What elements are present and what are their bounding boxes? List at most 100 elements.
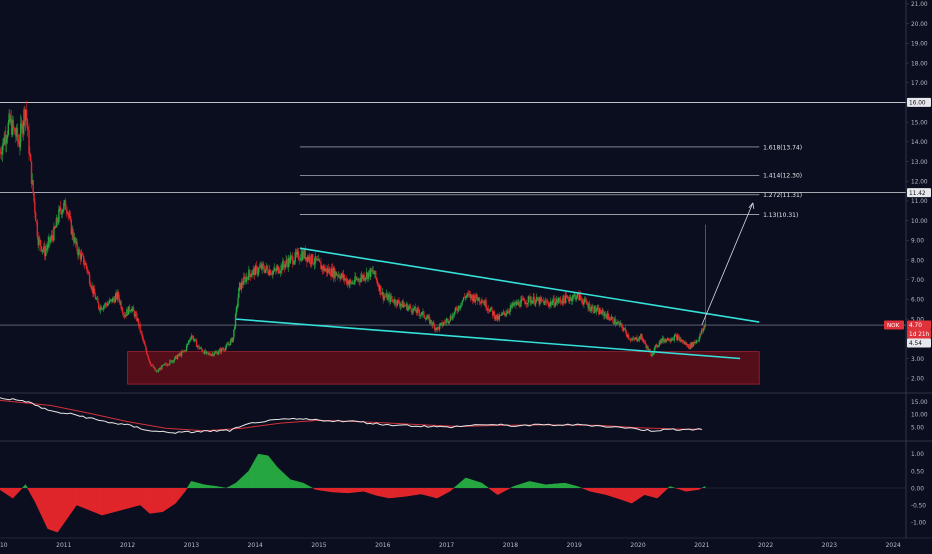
candle-body[interactable] (252, 270, 254, 275)
candle-body[interactable] (65, 209, 68, 211)
candle-body[interactable] (354, 276, 356, 283)
candle-body[interactable] (657, 345, 660, 347)
candle-body[interactable] (611, 317, 613, 318)
candle-body[interactable] (492, 311, 495, 316)
candle-body[interactable] (658, 341, 661, 346)
candle-body[interactable] (208, 353, 210, 355)
candle-body[interactable] (217, 352, 219, 355)
candle-body[interactable] (583, 301, 585, 305)
candle-body[interactable] (142, 339, 145, 342)
candle-body[interactable] (450, 315, 452, 319)
candle-body[interactable] (640, 334, 642, 340)
candle-body[interactable] (670, 339, 672, 342)
candle-body[interactable] (461, 301, 463, 306)
candle-body[interactable] (459, 306, 462, 309)
candle-body[interactable] (375, 277, 378, 281)
candle-body[interactable] (81, 254, 83, 255)
candle-body[interactable] (174, 356, 176, 360)
candle-body[interactable] (95, 298, 97, 300)
candle-body[interactable] (32, 179, 34, 194)
candle-body[interactable] (42, 250, 44, 251)
candle-body[interactable] (338, 274, 340, 278)
candle-body[interactable] (598, 309, 601, 315)
candle-body[interactable] (47, 241, 49, 248)
candle-body[interactable] (691, 342, 694, 347)
candle-body[interactable] (236, 305, 238, 308)
candle-body[interactable] (344, 279, 346, 280)
candle-body[interactable] (428, 316, 430, 317)
candle-body[interactable] (551, 302, 554, 305)
candle-body[interactable] (263, 269, 266, 273)
candle-body[interactable] (117, 292, 119, 299)
candle-body[interactable] (175, 355, 177, 357)
candle-body[interactable] (34, 212, 37, 222)
candle-body[interactable] (686, 343, 688, 346)
candle-body[interactable] (366, 272, 369, 280)
candle-body[interactable] (317, 259, 320, 261)
candle-body[interactable] (207, 352, 209, 354)
candle-body[interactable] (149, 361, 151, 364)
candle-body[interactable] (599, 309, 602, 314)
candle-body[interactable] (569, 298, 571, 302)
candle-body[interactable] (185, 350, 187, 351)
candle-body[interactable] (566, 296, 569, 298)
candle-body[interactable] (263, 265, 265, 270)
candle-body[interactable] (156, 370, 158, 372)
candle-body[interactable] (609, 319, 612, 320)
candle-body[interactable] (33, 193, 35, 201)
candle-body[interactable] (432, 322, 434, 326)
candle-body[interactable] (359, 280, 361, 282)
candle-body[interactable] (414, 306, 417, 312)
candle-body[interactable] (486, 308, 488, 310)
candle-body[interactable] (221, 348, 223, 350)
candle-body[interactable] (480, 302, 482, 304)
candle-body[interactable] (430, 320, 433, 324)
candle-body[interactable] (653, 347, 656, 353)
candle-body[interactable] (270, 274, 272, 275)
candle-body[interactable] (122, 310, 124, 314)
candle-body[interactable] (218, 350, 220, 353)
candle-body[interactable] (535, 299, 537, 304)
candle-body[interactable] (365, 272, 368, 278)
candle-body[interactable] (541, 299, 544, 302)
candle-body[interactable] (253, 268, 256, 276)
candle-body[interactable] (418, 312, 421, 316)
candle-body[interactable] (135, 313, 137, 315)
candle-body[interactable] (403, 304, 405, 308)
candle-body[interactable] (621, 324, 623, 328)
candle-body[interactable] (277, 266, 280, 274)
candle-body[interactable] (447, 318, 449, 323)
candle-body[interactable] (107, 303, 110, 304)
candle-body[interactable] (407, 307, 409, 311)
candle-body[interactable] (522, 298, 525, 300)
candle-body[interactable] (60, 210, 63, 215)
candle-body[interactable] (633, 338, 636, 340)
candle-body[interactable] (358, 278, 360, 281)
candle-body[interactable] (457, 305, 460, 311)
candle-body[interactable] (205, 350, 207, 354)
candle-body[interactable] (131, 308, 133, 311)
candle-body[interactable] (610, 317, 612, 320)
candle-body[interactable] (96, 298, 98, 300)
candle-body[interactable] (339, 277, 341, 280)
candle-body[interactable] (477, 297, 480, 301)
candle-body[interactable] (532, 296, 535, 301)
candle-body[interactable] (513, 303, 515, 306)
candle-body[interactable] (632, 338, 635, 339)
candle-body[interactable] (156, 370, 159, 372)
candle-body[interactable] (416, 308, 418, 313)
candle-body[interactable] (277, 266, 279, 268)
candle-body[interactable] (588, 303, 590, 309)
candle-body[interactable] (120, 301, 122, 309)
candle-body[interactable] (497, 315, 500, 320)
candle-body[interactable] (19, 142, 21, 147)
candle-body[interactable] (179, 353, 181, 356)
candle-body[interactable] (244, 277, 247, 283)
candle-body[interactable] (575, 297, 578, 300)
candle-body[interactable] (369, 270, 371, 278)
candle-body[interactable] (25, 109, 27, 121)
candle-body[interactable] (420, 314, 423, 316)
candle-body[interactable] (203, 352, 205, 355)
candle-body[interactable] (145, 346, 147, 351)
